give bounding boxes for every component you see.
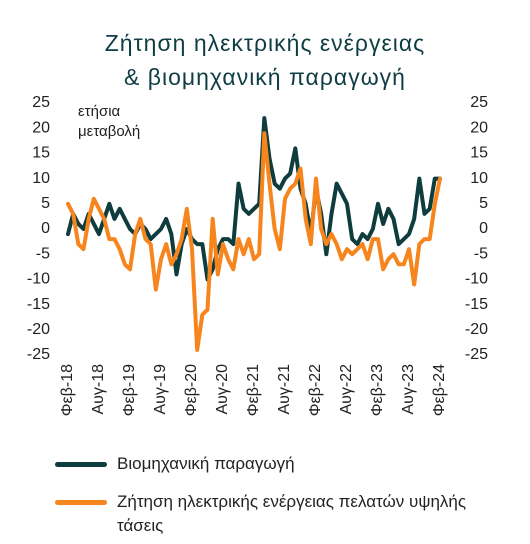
y2-tick-label: 10	[470, 170, 488, 187]
y2-tick-label: -15	[465, 296, 488, 313]
series-line	[66, 131, 442, 352]
y-tick-label: 25	[32, 94, 50, 111]
y-tick-label: -10	[27, 271, 50, 288]
y2-tick-label: 5	[479, 195, 488, 212]
y2-tick-label: 25	[470, 94, 488, 111]
y2-tick-label: -25	[465, 346, 488, 363]
chart-title: Ζήτηση ηλεκτρικής ενέργειας	[104, 30, 426, 56]
x-tick-label: Φεβ-24	[431, 364, 448, 416]
x-tick-label: Φεβ-19	[121, 364, 138, 416]
legend-label: Ζήτηση ηλεκτρικής ενέργειας πελατών υψηλ…	[117, 492, 467, 535]
x-tick-label: Αυγ-23	[400, 364, 417, 415]
y-tick-label: 20	[32, 119, 50, 136]
x-tick-label: Αυγ-22	[338, 364, 355, 415]
legend-swatch	[55, 462, 107, 467]
y-tick-label: -25	[27, 346, 50, 363]
x-tick-label: Φεβ-21	[245, 364, 262, 416]
chart-title: & βιομηχανική παραγωγή	[124, 64, 406, 90]
x-tick-label: Φεβ-18	[59, 364, 76, 416]
series-line	[66, 116, 442, 282]
y-tick-label: -5	[36, 245, 50, 262]
legend-label: Βιομηχανική παραγωγή	[117, 454, 295, 473]
y-axis-label: ετήσια μεταβολή	[78, 103, 141, 140]
x-tick-label: Φεβ-23	[369, 364, 386, 416]
x-tick-label: Αυγ-18	[90, 364, 107, 415]
y2-tick-label: -5	[474, 245, 488, 262]
legend-item: Βιομηχανική παραγωγή	[55, 452, 497, 476]
y-tick-label: 15	[32, 145, 50, 162]
y-tick-label: 10	[32, 170, 50, 187]
legend-item: Ζήτηση ηλεκτρικής ενέργειας πελατών υψηλ…	[55, 490, 497, 538]
y2-tick-label: 0	[479, 220, 488, 237]
x-tick-label: Αυγ-19	[152, 364, 169, 415]
y2-tick-label: 15	[470, 145, 488, 162]
y2-tick-label: 20	[470, 119, 488, 136]
y-tick-label: 0	[41, 220, 50, 237]
y-tick-label: 5	[41, 195, 50, 212]
x-tick-label: Φεβ-20	[183, 364, 200, 416]
y-tick-label: -20	[27, 321, 50, 338]
y2-tick-label: -20	[465, 321, 488, 338]
x-tick-label: Αυγ-20	[214, 364, 231, 415]
x-tick-label: Αυγ-21	[276, 364, 293, 415]
y2-tick-label: -10	[465, 271, 488, 288]
x-tick-label: Φεβ-22	[307, 364, 324, 416]
legend-swatch	[55, 500, 107, 505]
y-tick-label: -15	[27, 296, 50, 313]
